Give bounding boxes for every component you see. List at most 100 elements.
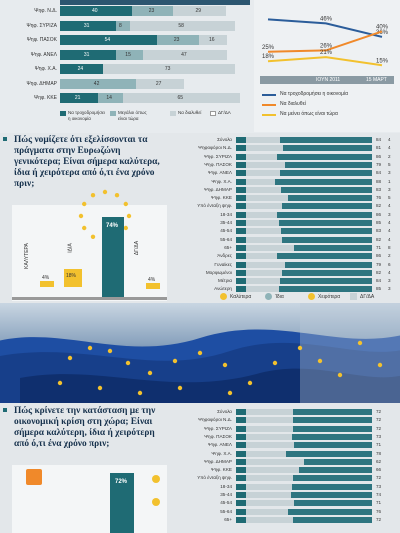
row-value: 72 [376,409,382,414]
row-bar: 54 [60,35,158,45]
row-bar-worse [281,269,372,276]
row-value: 31 [83,51,90,58]
star-icon [377,362,383,368]
row-bar-worse [281,236,372,243]
q1-table: Σύνολο 84 4 Ψηφοφόροι Ν.Δ. 81 4 Ψηφ. ΣΥΡΙΖΑ 86 2… [174,137,396,295]
row-bar-worse [292,516,372,523]
row-label: Ψηφ. ΑΝΕΛ [207,170,232,176]
row-label: Ψηφ. Χ.Α. [211,178,232,184]
row-value: 31 [83,22,90,29]
row-label: Ψηφ. ΠΑΣΟΚ [26,37,57,43]
row-bar-worse [280,186,372,193]
bar-label: ΙΔΙΑ [67,243,74,253]
star-icon [147,370,153,376]
bar-baseline [12,297,167,300]
row-label: Γυναίκες [214,261,232,267]
star-icon [102,189,108,195]
series-point-label: 21% [320,50,333,56]
star-icon [123,225,128,231]
row-value: 86 [376,253,382,259]
table-row: Ψηφ. ΑΝΕΛ 31 15 47 [0,49,250,60]
bar-xeirotera [102,217,124,297]
row-value: 23 [173,37,180,43]
star-icon [107,348,113,354]
row-label: 55-64 [220,236,232,242]
star-icon [123,201,128,207]
row-bar-better [236,467,246,474]
table-row: Ψηφ. ΣΥΡΙΖΑ 86 2 [174,153,396,161]
row-bar-better [236,475,246,482]
bar-value: 4% [42,275,50,281]
table-row: 45-54 83 4 [174,228,396,235]
series-point-label: 46% [320,16,333,22]
row-label: 55-64 [220,508,232,514]
row-bar: 47 [142,49,228,60]
row-bar: 14 [97,93,123,103]
row-label: 45-54 [220,228,232,234]
row-bar-worse [303,458,372,465]
row-value: 76 [376,508,382,514]
row-label: Ψηφ. ΚΚΕ [34,95,57,101]
row-value: 4 [388,220,391,225]
q2-barchart: 72% [12,465,167,533]
line-chart: 46% 36% 25% 26% 40% 18% 21% 15% [262,16,389,67]
frown-icon [308,293,315,300]
row-bar-better [236,516,246,523]
star-icon [177,385,183,391]
table-row: Ψηφ. ΔΗΜΑΡ 83 3 [174,186,396,194]
row-value: 71 [376,442,382,448]
star-icon [247,380,253,386]
row-bar-better [236,500,246,507]
legend-line-yellow [262,114,276,116]
row-value: 84 [376,278,382,284]
row-value: 76 [376,195,382,201]
series-point-label: 40% [376,25,389,31]
row-value: 4 [388,228,391,234]
table-row: Ψηφ. ΚΚΕ 76 5 [174,195,396,202]
row-bar: 16 [198,35,228,45]
table-row: Μορφωμένοι 82 4 [174,269,396,277]
legend-label: Να μείνει όπως είναι τώρα [280,111,338,117]
row-bar-better [236,425,246,432]
table-row: 18-34 86 3 [174,211,396,219]
row-bar-worse [279,137,372,143]
row-value: 3 [388,278,391,284]
row-bar-worse [285,261,372,268]
row-bar-worse [277,211,372,218]
star-icon [227,390,233,396]
row-value: 16 [208,37,215,43]
row-bar-better [236,236,246,243]
star-icon [78,213,84,219]
row-label: Ανώτερη [214,286,232,292]
eu-flag-image [0,303,400,403]
table-row: 55-64 76 [174,508,396,516]
q1-section: Πώς νομίζετε ότι εξελίσσονται τα πράγματ… [0,133,400,303]
row-bar-worse [281,203,372,210]
row-label: Ψηφοφόροι Ν.Δ. [198,417,232,423]
row-bar-worse [286,450,372,457]
star-icon [67,355,73,361]
legend-swatch-white [210,111,216,116]
star-icon [297,345,303,351]
row-bar-worse [291,433,372,440]
row-value: 82 [376,236,382,242]
row-bar-worse [288,508,372,515]
row-label: 35-44 [220,220,232,225]
row-bar-better [236,269,246,276]
legend-label: Να τροχοδρομήσει η οικονομία [68,110,106,121]
q2-table: Σύνολο 72 Ψηφοφόροι Ν.Δ. 72 Ψηφ. ΣΥΡΙΖΑ 72 Ψηφ… [174,409,396,533]
row-value: 74 [376,492,382,497]
row-bar-worse [292,475,372,482]
row-value: 14 [106,95,112,101]
row-label: 18-34 [220,211,232,217]
row-bar: 8 [115,20,131,31]
row-value: 72 [376,516,382,522]
series-point-label: 36% [376,30,389,36]
row-value: 71 [376,500,382,506]
row-value: 27 [155,80,162,87]
row-bar-worse [278,286,372,293]
star-icon [90,234,96,239]
row-bar-better [236,442,246,449]
row-bar: 31 [60,49,116,60]
row-value: 73 [376,433,382,439]
